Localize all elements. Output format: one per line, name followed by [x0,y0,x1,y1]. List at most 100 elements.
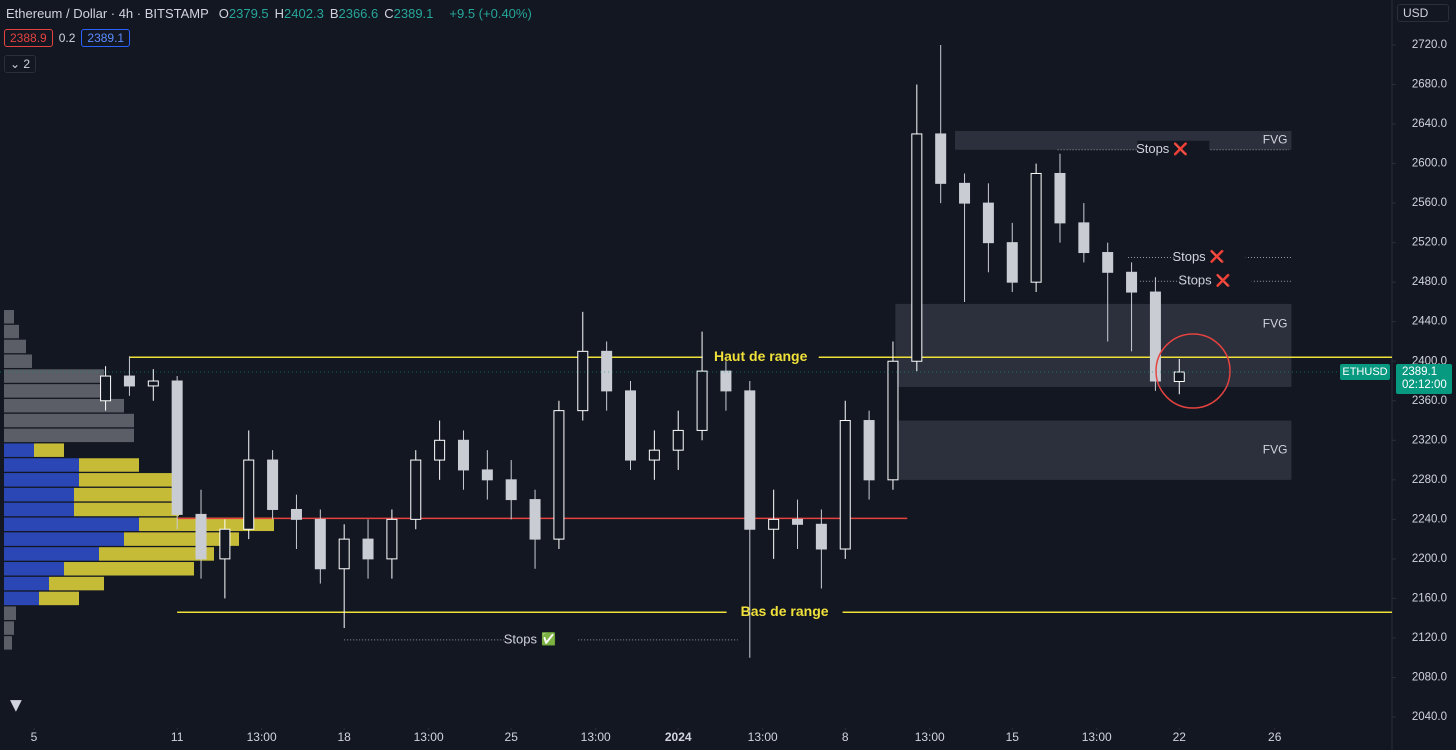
ohlc-value: 2379.5 [228,6,269,21]
profile-up [4,562,64,576]
profile-up [4,413,134,428]
profile-up [4,487,74,502]
candle-body [195,513,207,560]
indicators-toggle[interactable]: ⌄ 2 [4,55,37,73]
stops-bg [505,630,578,649]
y-tick-label: 2320.0 [1412,434,1447,446]
ohlc-label: C [384,6,394,21]
x-tick-label: 13:00 [247,730,277,744]
profile-up [4,473,79,487]
ohlc-value: 2389.1 [393,6,434,21]
profile-up [4,606,16,620]
candle-body [648,449,660,461]
profile-up [4,443,34,457]
candle-body [959,182,971,204]
stops-label: Stops [1178,273,1212,288]
candle-body [410,459,422,520]
x-tick-label: 25 [505,730,519,744]
y-tick-label: 2440.0 [1412,316,1447,328]
x-tick-label: 2024 [665,730,692,744]
profile-up [4,339,26,354]
x-tick-label: 15 [1006,730,1020,744]
plot: 2720.0 2680.0 2640.0 2600.0 2560.0 2520.0 2480… [0,39,1452,744]
profile-up [4,502,74,517]
price-tag-countdown: 02:12:00 [1402,379,1447,391]
y-tick-label: 2040.0 [1412,711,1447,723]
candle-body [1078,222,1090,254]
stops-bg [1179,272,1252,291]
candle-body [839,420,851,550]
candle-body [243,459,255,530]
ohlc-label: B [329,6,339,21]
candle-body [529,499,541,540]
y-tick-label: 2520.0 [1412,237,1447,249]
change: +9.5 (+0.40%) [449,6,532,21]
profile-up [4,369,104,383]
ohlc: O2379.5 H2402.3 B2366.6 C2389.1 [219,6,440,21]
y-tick-label: 2680.0 [1412,79,1447,91]
x-tick-label: 13:00 [414,730,444,744]
ohlc-label: H [274,6,285,21]
price-tag-value: 2389.1 [1402,366,1437,378]
symbol-tag [1340,364,1390,381]
candle-body [553,410,565,540]
profile-up [4,591,39,606]
candle-body [911,133,923,362]
y-tick-label: 2600.0 [1412,158,1447,170]
candle-body [1030,172,1042,283]
profile-up [4,547,99,561]
bid[interactable]: 2388.9 [4,29,53,47]
fvg-label: FVG [1263,133,1288,147]
profile-down [79,473,179,487]
profile-up [4,636,12,650]
candle-body [744,390,756,530]
stops-icon: ✅ [541,632,556,646]
candle-body [505,479,517,501]
candle-body [887,360,899,481]
x-tick-label: 8 [842,730,849,744]
profile-up [4,310,14,324]
stops-bg [1173,248,1246,267]
level-label-bg [726,603,843,622]
candle-body [362,538,374,560]
candle-body [815,523,827,550]
y-tick-label: 2280.0 [1412,474,1447,486]
profile-up [4,428,134,443]
x-tick-label: 11 [171,730,184,744]
symbol: Ethereum / Dollar · 4h · BITSTAMP [6,6,209,21]
candle-body [314,518,326,570]
level-label-bg [702,348,819,367]
fvg-label: FVG [1263,317,1288,331]
y-tick-label: 2120.0 [1412,632,1447,644]
candle-body [1173,371,1185,382]
currency[interactable]: USD [1397,4,1449,22]
candle-body [625,390,636,461]
candle-body [457,439,469,471]
candle-body [577,350,589,412]
x-tick-label: 13:00 [748,730,778,744]
candle-body [1054,172,1066,224]
profile-down [99,547,214,561]
profile-down [74,487,179,502]
y-tick-label: 2480.0 [1412,276,1447,288]
stops-label: Stops [1136,141,1170,156]
ohlc-value: 2402.3 [284,6,324,21]
level-label: Haut de range [714,348,808,364]
profile-up [4,517,139,532]
y-tick-label: 2720.0 [1412,39,1447,51]
profile-up [4,354,32,368]
candle-body [386,518,398,560]
candle-body [935,133,947,184]
x-tick-label: 13:00 [915,730,945,744]
profile-down [79,458,139,472]
profile-up [4,621,14,635]
price-tag [1396,364,1452,395]
profile-down [64,562,194,576]
header: Ethereum / Dollar · 4h · BITSTAMP O2379.… [6,6,532,21]
profile-up [4,324,19,339]
candle-body [672,429,684,451]
candle-body [696,370,708,431]
ask[interactable]: 2389.1 [81,29,131,47]
